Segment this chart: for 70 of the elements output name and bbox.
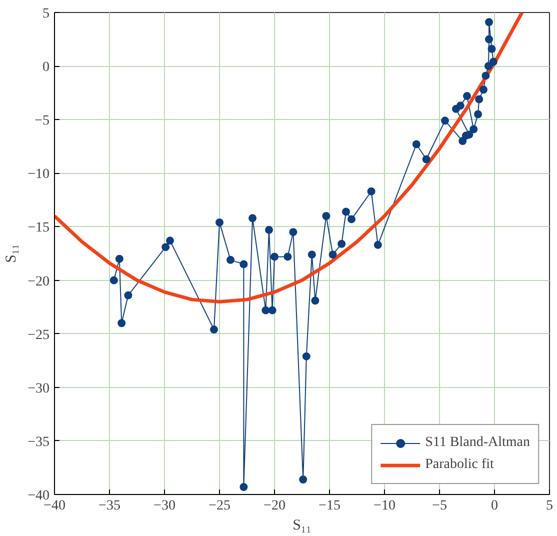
x-tick-label: −25 [208,498,230,514]
x-tick-label: 0 [491,498,498,514]
x-tick-label: −30 [154,498,176,514]
point [348,215,356,224]
point [322,212,330,220]
point [463,92,471,100]
point [124,291,132,300]
x-tick-label: −15 [318,498,340,514]
point [489,58,498,66]
y-tick-label: −20 [28,274,50,290]
point [458,137,467,146]
point [110,276,118,284]
point [299,476,308,484]
point [422,155,430,164]
y-tick-label: −40 [28,488,50,504]
point [118,319,126,328]
point [328,250,337,259]
x-tick-label: −10 [374,498,396,514]
point [456,102,464,110]
point [367,187,376,196]
point [248,214,256,222]
point [484,62,492,70]
line-series [54,12,524,304]
point [268,306,276,314]
x-tick-label: −5 [432,498,447,514]
point [311,296,320,305]
point [470,125,478,134]
y-tick-label: −30 [28,381,50,396]
legend-label: Parabolic fit [425,457,494,473]
point [465,130,474,139]
point [240,483,248,491]
point [338,240,346,248]
point [308,250,316,259]
y-axis-title: S₁₁ [4,244,20,263]
y-tick-label: −5 [34,114,50,129]
point [284,252,292,261]
point [265,226,273,234]
point [480,86,488,94]
point [474,110,482,118]
point [342,208,350,216]
point [210,326,218,334]
point [226,256,234,264]
point [485,35,493,44]
point [441,116,449,125]
point [412,140,420,148]
point [485,18,493,26]
x-tick-label: −20 [264,498,286,514]
point [240,260,248,268]
y-tick-label: 0 [42,60,50,76]
point [216,218,224,226]
point [475,95,484,104]
legend-label: S11 Bland-Altman [425,435,530,451]
x-tick-label: 5 [546,498,553,514]
y-tick-label: −15 [28,220,50,236]
point [289,228,298,236]
y-tick-label: −35 [28,434,50,450]
point [115,254,124,263]
x-tick-label: −35 [98,498,120,514]
y-tick-label: −10 [28,167,50,182]
point [162,243,170,252]
point [302,352,310,360]
y-tick-label: −25 [28,328,50,343]
point [374,240,382,249]
point [166,236,174,245]
point [488,44,496,53]
point [482,72,490,80]
y-tick-label: 5 [42,6,50,22]
point [270,252,278,261]
x-axis-title: S₁₁ [292,518,312,534]
point [262,306,270,314]
